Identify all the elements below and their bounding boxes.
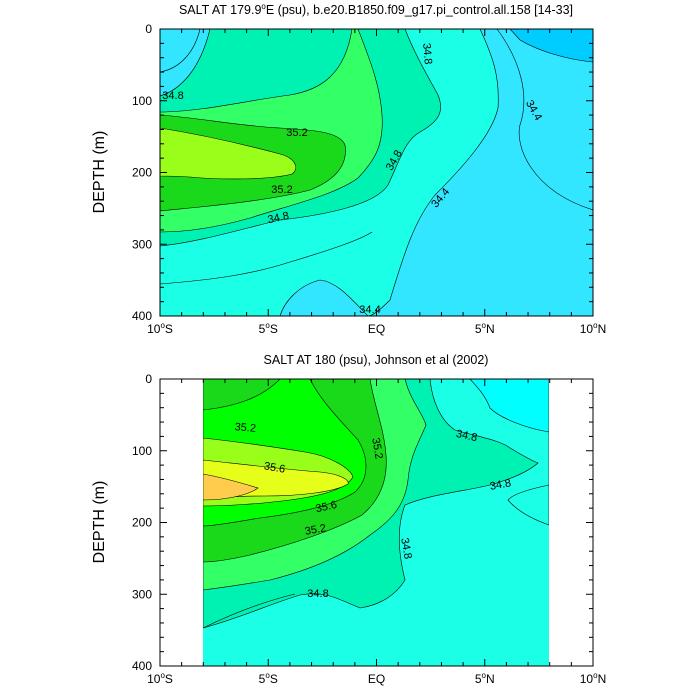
bottom-contour-label: 35.2 (369, 437, 385, 460)
bottom-contour-deep (202, 593, 296, 629)
x-tick-label: EQ (368, 322, 385, 336)
y-tick-label: 100 (132, 94, 152, 108)
bottom-contour-label: 34.8 (307, 588, 328, 600)
top-salinity-field (160, 29, 593, 316)
bottom-contour-labels: 35.2 35.2 34.8 35.6 34.8 35.6 35.2 34.8 … (234, 421, 512, 600)
top-contour-label: 34.8 (420, 43, 434, 65)
y-tick-label: 400 (132, 309, 152, 323)
y-tick-label: 400 (132, 659, 152, 673)
bottom-y-axis-label: DEPTH (m) (91, 481, 108, 564)
bottom-panel: SALT AT 180 (psu), Johnson et al (2002) (91, 353, 606, 686)
top-band-35.4 (160, 127, 296, 180)
y-tick-label: 300 (132, 587, 152, 601)
top-contour-label: 34.8 (162, 90, 183, 102)
bottom-contour-label: 35.6 (315, 499, 338, 515)
x-tick-label: 5oS (259, 321, 278, 336)
y-tick-label: 200 (132, 516, 152, 530)
x-tick-label: 10oN (580, 671, 606, 686)
top-low-pocket-bottom (279, 279, 369, 316)
x-tick-label: 5oS (259, 671, 278, 686)
x-tick-label: 10oS (147, 671, 173, 686)
bottom-low-tongue-ne (507, 379, 550, 526)
top-y-ticks: 0 100 200 300 400 (132, 22, 593, 323)
x-tick-label: 5oN (475, 671, 495, 686)
bottom-contour-label: 34.8 (455, 428, 478, 444)
bottom-contour-label: 34.8 (398, 537, 414, 560)
bottom-low-pocket-ne (469, 379, 550, 433)
y-tick-label: 100 (132, 444, 152, 458)
bottom-no-data-west (160, 379, 203, 666)
top-y-axis-label: DEPTH (m) (91, 131, 108, 214)
bottom-no-data-east (549, 379, 593, 666)
bottom-contour-label: 35.2 (234, 421, 256, 435)
top-contour-label: 34.8 (267, 210, 290, 226)
bottom-contour-label: 34.8 (489, 477, 512, 493)
top-contour-label: 35.2 (271, 184, 292, 196)
x-tick-label: 10oN (580, 321, 606, 336)
x-tick-label: 5oN (475, 321, 495, 336)
bottom-y-ticks: 0 100 200 300 400 (132, 372, 593, 673)
bottom-band-35.8 (202, 473, 259, 501)
y-tick-label: 0 (145, 372, 152, 386)
bottom-panel-title: SALT AT 180 (psu), Johnson et al (2002) (264, 353, 489, 367)
top-contour-label: 35.2 (286, 127, 307, 139)
bottom-salinity-field (160, 379, 593, 666)
top-contour-label: 34.4 (359, 304, 380, 316)
top-panel: SALT AT 179.9oE (psu), b.e20.B1850.f09_g… (91, 2, 606, 336)
top-x-ticks: 10oS 5oS EQ 5oN 10oN (147, 29, 606, 336)
y-tick-label: 200 (132, 166, 152, 180)
top-contour-east (496, 29, 593, 211)
x-tick-label: EQ (368, 672, 385, 686)
top-panel-title: SALT AT 179.9oE (psu), b.e20.B1850.f09_g… (179, 2, 573, 17)
y-tick-label: 0 (145, 22, 152, 36)
bottom-contour-label: 35.6 (263, 460, 286, 476)
bottom-contour-label: 35.2 (304, 522, 327, 538)
x-tick-label: 10oS (147, 321, 173, 336)
y-tick-label: 300 (132, 237, 152, 251)
bottom-x-ticks: 10oS 5oS EQ 5oN 10oN (147, 379, 606, 686)
top-contour-lower (160, 231, 373, 285)
